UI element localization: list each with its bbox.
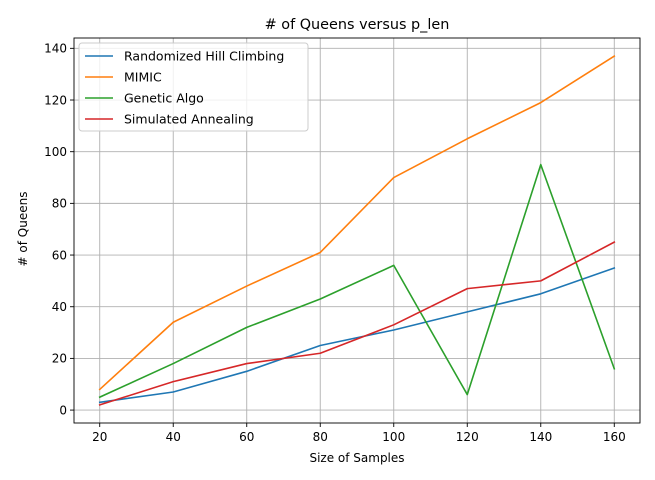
y-tick-label: 60 — [52, 248, 67, 262]
x-axis-label: Size of Samples — [309, 451, 404, 465]
x-tick-label: 60 — [239, 430, 254, 444]
y-tick-label: 80 — [52, 197, 67, 211]
legend-label: Simulated Annealing — [124, 112, 254, 127]
legend-box — [78, 42, 309, 132]
x-axis: 20 40 60 80 100 120 140 160 — [92, 423, 626, 444]
legend-label: Randomized Hill Climbing — [124, 49, 284, 64]
x-tick-label: 160 — [603, 430, 626, 444]
series-line-4 — [98, 241, 616, 406]
y-tick-label: 140 — [44, 42, 67, 56]
series-line-3 — [98, 163, 616, 399]
x-tick-label: 40 — [166, 430, 181, 444]
y-tick-label: 100 — [44, 145, 67, 159]
y-tick-label: 40 — [52, 300, 67, 314]
plot-frame — [73, 37, 641, 424]
series-line-1 — [98, 266, 616, 404]
y-tick-label: 0 — [59, 403, 67, 417]
chart-title: # of Queens versus p_len — [265, 17, 450, 33]
x-tick-label: 100 — [382, 430, 405, 444]
y-tick-label: 120 — [44, 93, 67, 107]
y-axis: 0 20 40 60 80 100 120 140 — [44, 42, 74, 417]
legend-label: Genetic Algo — [124, 91, 204, 106]
legend-label: MIMIC — [124, 70, 162, 85]
series-line-2 — [98, 54, 616, 391]
y-axis-label: # of Queens — [16, 192, 30, 267]
legend: Randomized Hill Climbing MIMIC Genetic Alg… — [78, 42, 309, 132]
series-layer — [98, 54, 616, 406]
x-tick-label: 120 — [456, 430, 479, 444]
x-tick-label: 140 — [529, 430, 552, 444]
x-tick-label: 20 — [92, 430, 107, 444]
x-tick-label: 80 — [313, 430, 328, 444]
y-tick-label: 20 — [52, 352, 67, 366]
